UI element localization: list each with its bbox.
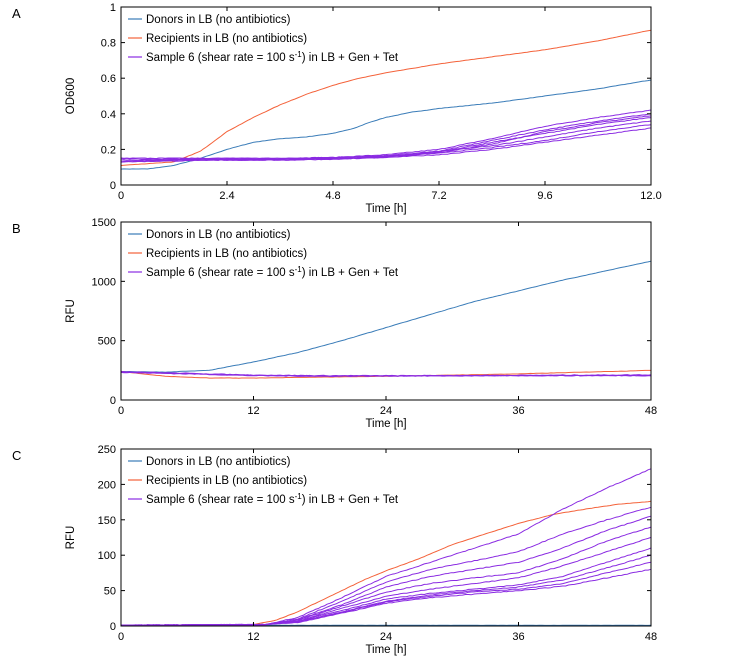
y-tick-label: 0 bbox=[110, 621, 116, 633]
x-tick-label: 0 bbox=[118, 190, 124, 202]
legend-label-recipients: Recipients in LB (no antibiotics) bbox=[146, 33, 307, 45]
legend-label-donors: Donors in LB (no antibiotics) bbox=[146, 229, 291, 241]
series-line-sample bbox=[120, 113, 652, 161]
legend: Donors in LB (no antibiotics) Recipients … bbox=[128, 14, 399, 64]
y-axis-label: RFU bbox=[65, 526, 77, 550]
series-line-donors bbox=[120, 79, 652, 170]
y-tick-label: 0.2 bbox=[101, 144, 116, 156]
panel-label: A bbox=[12, 6, 21, 21]
y-tick-label: 0 bbox=[110, 180, 116, 192]
legend-label-sample: Sample 6 (shear rate = 100 s-1) in LB + … bbox=[146, 492, 399, 507]
x-tick-label: 48 bbox=[645, 631, 657, 643]
series-line-sample bbox=[120, 371, 652, 377]
x-axis-label: Time [h] bbox=[365, 418, 406, 430]
series-line-sample bbox=[120, 120, 652, 160]
series-group bbox=[120, 468, 652, 627]
series-group bbox=[120, 29, 652, 170]
x-tick-label: 36 bbox=[512, 405, 524, 417]
x-axis-label: Time [h] bbox=[365, 644, 406, 656]
y-tick-label: 150 bbox=[98, 515, 116, 527]
y-tick-label: 500 bbox=[98, 336, 116, 348]
legend: Donors in LB (no antibiotics) Recipients … bbox=[128, 229, 399, 279]
y-tick-label: 1 bbox=[110, 2, 116, 14]
y-tick-label: 0 bbox=[110, 395, 116, 407]
x-tick-label: 9.6 bbox=[537, 190, 552, 202]
y-tick-label: 50 bbox=[104, 586, 116, 598]
x-tick-label: 12 bbox=[247, 631, 259, 643]
x-tick-label: 36 bbox=[512, 631, 524, 643]
y-tick-label: 200 bbox=[98, 479, 116, 491]
x-tick-label: 24 bbox=[380, 405, 392, 417]
y-axis-label: RFU bbox=[65, 299, 77, 323]
series-line-sample bbox=[120, 506, 652, 627]
panel-label: B bbox=[12, 221, 21, 236]
series-line-sample bbox=[121, 568, 652, 627]
series-line-recipients bbox=[120, 29, 652, 166]
y-tick-label: 0.6 bbox=[101, 73, 116, 85]
y-tick-label: 0.4 bbox=[101, 109, 116, 121]
y-tick-label: 0.8 bbox=[101, 38, 116, 50]
x-tick-label: 12 bbox=[247, 405, 259, 417]
y-tick-label: 100 bbox=[98, 550, 116, 562]
legend-label-recipients: Recipients in LB (no antibiotics) bbox=[146, 248, 307, 260]
legend-label-recipients: Recipients in LB (no antibiotics) bbox=[146, 475, 307, 487]
x-tick-label: 4.8 bbox=[325, 190, 340, 202]
x-tick-label: 24 bbox=[380, 631, 392, 643]
legend-label-donors: Donors in LB (no antibiotics) bbox=[146, 14, 291, 26]
panel-C: C 0 12 24 36 48 0 50 100 150 200 250 Time [h] RFU Dono… bbox=[12, 444, 657, 656]
legend: Donors in LB (no antibiotics) Recipients … bbox=[128, 456, 399, 506]
x-tick-label: 48 bbox=[645, 405, 657, 417]
y-tick-label: 1000 bbox=[92, 276, 116, 288]
x-tick-label: 0 bbox=[118, 405, 124, 417]
panel-A: A 0 2.4 4.8 7.2 9.6 12.0 0 0.2 0.4 0.6 0.8 1 Time [h]… bbox=[12, 2, 662, 215]
x-tick-label: 2.4 bbox=[219, 190, 234, 202]
panel-label: C bbox=[12, 448, 21, 463]
series-line-sample bbox=[120, 561, 652, 626]
legend-label-donors: Donors in LB (no antibiotics) bbox=[146, 456, 291, 468]
x-tick-label: 0 bbox=[118, 631, 124, 643]
panel-B: B 0 12 24 36 48 0 500 1000 1500 Time [h] RFU Donors … bbox=[12, 217, 657, 430]
series-line-sample bbox=[120, 554, 652, 626]
series-group bbox=[120, 260, 652, 379]
series-line-donors bbox=[120, 260, 652, 373]
x-tick-label: 12.0 bbox=[640, 190, 661, 202]
x-axis-label: Time [h] bbox=[365, 203, 406, 215]
axes-frame bbox=[120, 6, 652, 186]
y-tick-label: 1500 bbox=[92, 217, 116, 229]
legend-label-sample: Sample 6 (shear rate = 100 s-1) in LB + … bbox=[146, 50, 399, 65]
legend-label-sample: Sample 6 (shear rate = 100 s-1) in LB + … bbox=[146, 265, 399, 280]
y-tick-label: 250 bbox=[98, 444, 116, 456]
y-axis-label: OD600 bbox=[65, 78, 77, 114]
x-tick-label: 7.2 bbox=[431, 190, 446, 202]
series-line-sample bbox=[120, 127, 652, 163]
